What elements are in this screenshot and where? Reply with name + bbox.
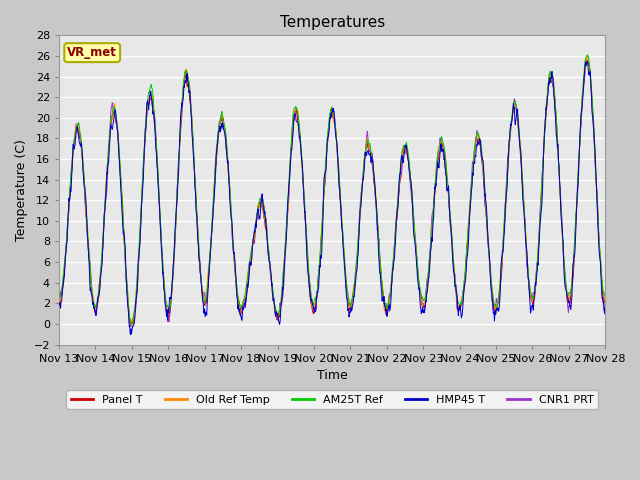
Y-axis label: Temperature (C): Temperature (C) xyxy=(15,139,28,241)
Title: Temperatures: Temperatures xyxy=(280,15,385,30)
X-axis label: Time: Time xyxy=(317,369,348,382)
Legend: Panel T, Old Ref Temp, AM25T Ref, HMP45 T, CNR1 PRT: Panel T, Old Ref Temp, AM25T Ref, HMP45 … xyxy=(67,390,598,409)
Text: VR_met: VR_met xyxy=(67,46,117,59)
